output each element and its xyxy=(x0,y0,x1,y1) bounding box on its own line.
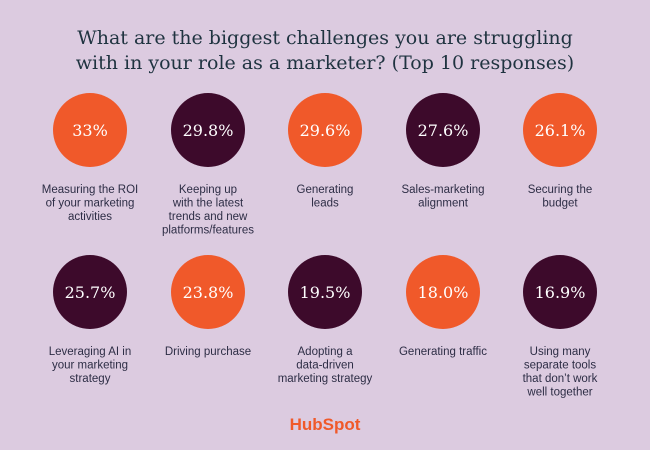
category-line: data-driven xyxy=(296,360,354,372)
value-circle xyxy=(288,93,362,167)
category-line: marketing strategy xyxy=(278,373,373,385)
value-circle xyxy=(171,255,245,329)
value-circle xyxy=(53,93,127,167)
category-line: your marketing xyxy=(52,360,128,372)
value-label: 29.8% xyxy=(183,121,234,140)
category-label: Generating leads xyxy=(297,184,354,210)
value-label: 18.0% xyxy=(418,283,469,302)
value-label: 19.5% xyxy=(300,283,351,302)
category-line: with the latest xyxy=(172,198,244,210)
category-line: trends and new xyxy=(169,211,248,223)
category-line: Generating traffic xyxy=(399,346,487,358)
title-line: with in your role as a marketer? (Top 10… xyxy=(76,52,574,74)
category-line: Measuring the ROI xyxy=(42,184,139,196)
category-line: Adopting a xyxy=(298,346,354,358)
value-circle xyxy=(523,255,597,329)
value-circle xyxy=(406,255,480,329)
category-label: Using many separate tools that don’t work w… xyxy=(523,346,598,399)
value-label: 29.6% xyxy=(300,121,351,140)
category-label: Measuring the ROI of your marketing activi… xyxy=(42,184,139,223)
logo: HubSpot xyxy=(290,415,361,434)
category-line: Keeping up xyxy=(179,184,237,196)
category-line: platforms/features xyxy=(162,225,254,237)
category-line: Driving purchase xyxy=(165,346,251,358)
value-label: 26.1% xyxy=(535,121,586,140)
category-line: Leveraging AI in xyxy=(49,346,131,358)
value-label: 25.7% xyxy=(65,283,116,302)
category-label: Driving purchase xyxy=(165,346,251,358)
title-line: What are the biggest challenges you are … xyxy=(77,27,573,49)
category-line: well together xyxy=(526,387,592,399)
value-label: 33% xyxy=(72,121,108,140)
value-label: 27.6% xyxy=(418,121,469,140)
category-line: of your marketing xyxy=(46,198,135,210)
category-label: Generating traffic xyxy=(399,346,487,358)
category-line: activities xyxy=(68,211,112,223)
category-line: Generating xyxy=(297,184,354,196)
category-line: strategy xyxy=(70,373,111,385)
category-line: that don’t work xyxy=(523,373,598,385)
value-label: 16.9% xyxy=(535,283,586,302)
value-circle xyxy=(523,93,597,167)
category-line: leads xyxy=(311,198,339,210)
value-circle xyxy=(171,93,245,167)
category-label: Keeping up with the latest trends and new p… xyxy=(162,184,254,237)
category-label: Leveraging AI in your marketing strategy xyxy=(49,346,131,385)
category-line: Sales-marketing xyxy=(401,184,484,196)
category-line: budget xyxy=(542,198,578,210)
category-line: alignment xyxy=(418,198,469,210)
category-line: separate tools xyxy=(524,360,596,372)
category-label: Sales-marketing alignment xyxy=(401,184,484,210)
category-label: Adopting a data-driven marketing strategy xyxy=(278,346,373,385)
value-circle xyxy=(406,93,480,167)
value-circle xyxy=(53,255,127,329)
value-label: 23.8% xyxy=(183,283,234,302)
category-label: Securing the budget xyxy=(528,184,593,210)
value-circle xyxy=(288,255,362,329)
category-line: Securing the xyxy=(528,184,593,196)
category-line: Using many xyxy=(530,346,591,358)
